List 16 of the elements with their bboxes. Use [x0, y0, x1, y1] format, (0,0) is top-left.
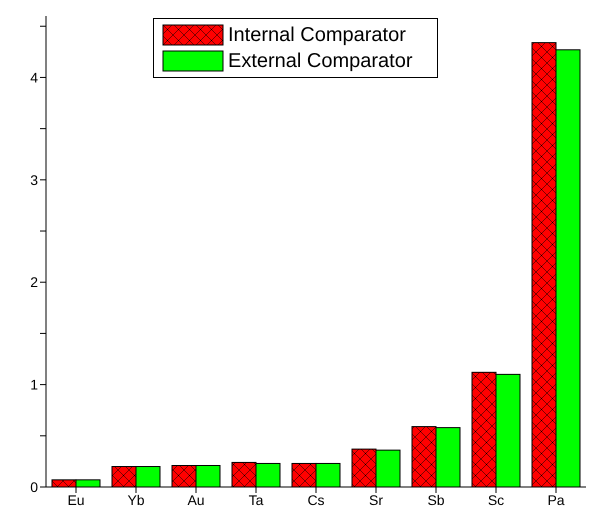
- x-tick-label: Au: [187, 492, 205, 508]
- x-tick-label: Sc: [488, 492, 504, 508]
- legend-label: External Comparator: [228, 49, 413, 74]
- x-tick-label: Sr: [369, 492, 384, 508]
- y-tick-label: 2: [30, 274, 38, 290]
- y-tick-label: 0: [30, 478, 38, 495]
- x-tick-label: Eu: [67, 492, 85, 508]
- y-tick-label: 3: [30, 172, 38, 188]
- x-tick-label: Ta: [248, 492, 264, 508]
- x-tick-label: Yb: [127, 492, 145, 508]
- legend-label: Internal Comparator: [228, 23, 406, 48]
- y-tick-label: 4: [30, 69, 38, 86]
- x-tick-label: Pa: [547, 492, 565, 508]
- x-tick-label: Sb: [427, 492, 445, 508]
- y-tick-label: 1: [30, 376, 38, 393]
- x-tick-label: Cs: [307, 492, 325, 508]
